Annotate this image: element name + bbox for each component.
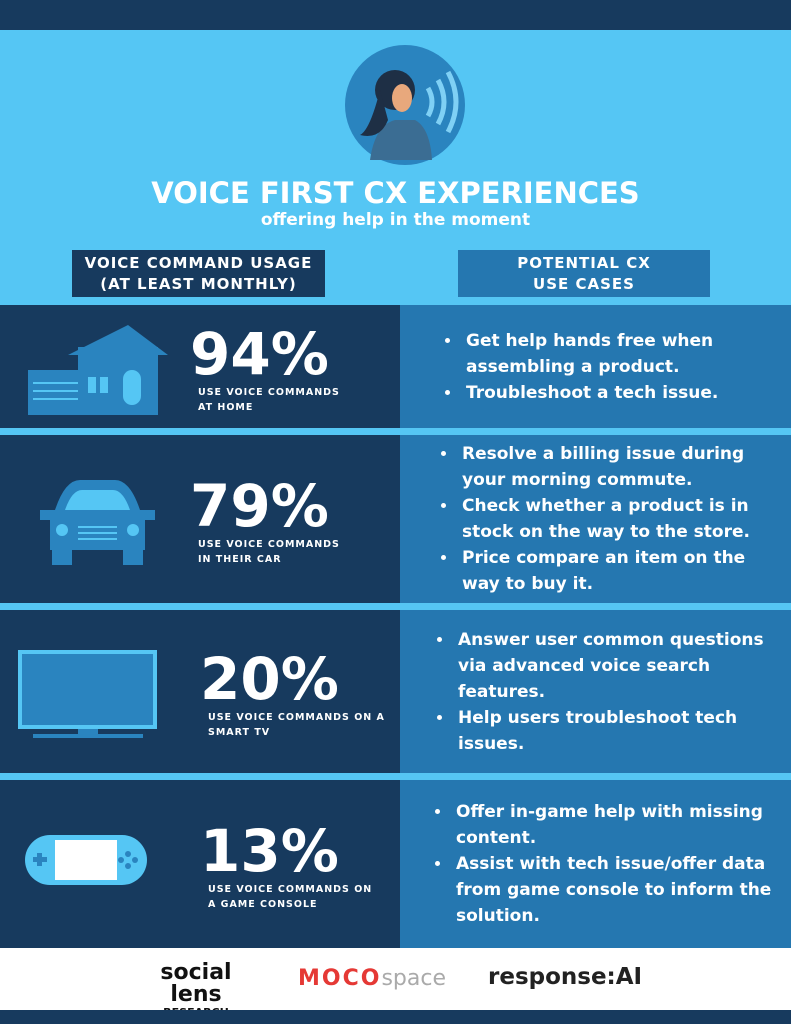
usage-cell: 20% USE VOICE COMMANDS ON A SMART TV	[0, 610, 400, 773]
stat: 94%	[190, 319, 329, 388]
stat-label: USE VOICE COMMANDS ON A SMART TV	[208, 710, 385, 740]
stat-label-line: A GAME CONSOLE	[208, 899, 318, 910]
stat-label-line: USE VOICE COMMANDS	[198, 539, 340, 550]
header-line: VOICE COMMAND USAGE	[84, 254, 313, 272]
stat-label-line: USE VOICE COMMANDS ON A	[208, 711, 385, 723]
usage-cell: 13% USE VOICE COMMANDS ON A GAME CONSOLE	[0, 780, 400, 948]
left-column-header: VOICE COMMAND USAGE (AT LEAST MONTHLY)	[72, 250, 325, 297]
row-icon	[28, 325, 173, 424]
stat-block: 94% USE VOICE COMMANDS AT HOME	[190, 325, 340, 415]
row-icon	[18, 650, 163, 749]
bottom-bar	[0, 1010, 791, 1024]
stat-label-line: SMART TV	[208, 726, 271, 738]
stat-block: 20% USE VOICE COMMANDS ON A SMART TV	[200, 650, 385, 740]
use-case-cell: Answer user common questions via advance…	[400, 610, 791, 773]
stat-block: 13% USE VOICE COMMANDS ON A GAME CONSOLE	[200, 822, 372, 912]
use-case: Price compare an item on the way to buy …	[458, 545, 778, 597]
use-case-list: Answer user common questions via advance…	[432, 627, 774, 757]
title: VOICE FIRST CX EXPERIENCES	[151, 176, 640, 210]
row-icon	[30, 475, 165, 574]
stat: 13%	[200, 817, 339, 885]
stat: 20%	[200, 644, 339, 713]
row-icon	[25, 830, 150, 894]
top-bar	[0, 0, 791, 30]
use-case: Troubleshoot a tech issue.	[462, 380, 782, 406]
footer: social lensRESEARCH MOCOspace response:A…	[0, 948, 791, 1019]
stat-label: USE VOICE COMMANDS IN THEIR CAR	[198, 537, 340, 567]
logo-text: MOCO	[298, 966, 382, 991]
header-line: (AT LEAST MONTHLY)	[100, 275, 297, 293]
stat-label-line: IN THEIR CAR	[198, 554, 282, 565]
speaker-icon	[345, 45, 465, 165]
use-case: Resolve a billing issue during your morn…	[458, 441, 778, 493]
stat-label: USE VOICE COMMANDS AT HOME	[198, 385, 340, 415]
logo-text: space	[381, 966, 446, 991]
right-column-header: POTENTIAL CX USE CASES	[458, 250, 710, 297]
stat-label-line: AT HOME	[198, 401, 254, 413]
header-line: POTENTIAL CX	[517, 254, 651, 272]
use-case: Offer in-game help with missing content.	[452, 799, 772, 851]
use-case-list: Offer in-game help with missing content.…	[430, 799, 772, 929]
use-case: Check whether a product is in stock on t…	[458, 493, 778, 545]
header-line: USE CASES	[533, 275, 635, 293]
stat-block: 79% USE VOICE COMMANDS IN THEIR CAR	[190, 477, 340, 567]
stat-label-line: USE VOICE COMMANDS	[198, 386, 340, 398]
use-case: Answer user common questions via advance…	[454, 627, 774, 705]
use-case: Assist with tech issue/offer data from g…	[452, 851, 772, 929]
stat: 79%	[190, 472, 329, 540]
use-case-cell: Offer in-game help with missing content.…	[400, 780, 791, 948]
logo-text: social lens	[160, 960, 232, 1007]
use-case: Help users troubleshoot tech issues.	[454, 705, 774, 757]
stat-label-line: USE VOICE COMMANDS ON	[208, 884, 373, 895]
use-case-cell: Get help hands free when assembling a pr…	[400, 305, 791, 428]
use-case-list: Resolve a billing issue during your morn…	[436, 441, 778, 597]
use-case: Get help hands free when assembling a pr…	[462, 328, 782, 380]
stat-label: USE VOICE COMMANDS ON A GAME CONSOLE	[208, 882, 372, 912]
use-case-cell: Resolve a billing issue during your morn…	[400, 435, 791, 603]
subtitle: offering help in the moment	[260, 210, 531, 230]
logo-mocospace: MOCOspace	[298, 966, 446, 991]
use-case-list: Get help hands free when assembling a pr…	[440, 328, 782, 406]
logo-response-ai: response:AI	[488, 964, 643, 990]
usage-cell: 79% USE VOICE COMMANDS IN THEIR CAR	[0, 435, 400, 603]
usage-cell: 94% USE VOICE COMMANDS AT HOME	[0, 305, 400, 428]
